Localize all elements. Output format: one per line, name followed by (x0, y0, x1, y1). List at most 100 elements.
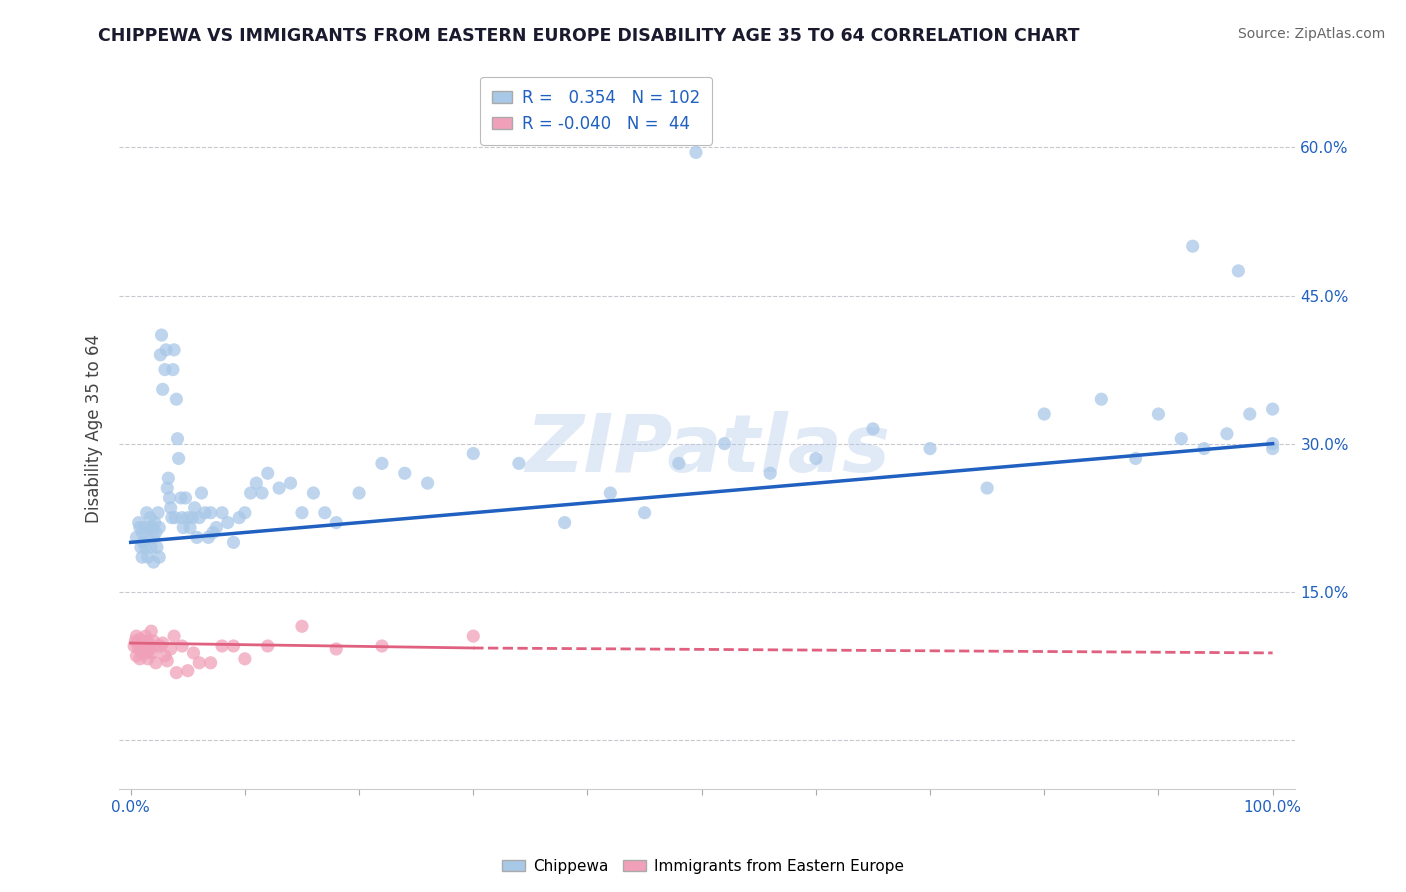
Point (132, 639, 155, 653)
Point (633, 506, 655, 520)
Point (148, 520, 170, 534)
Point (172, 510, 194, 524)
Point (160, 510, 183, 524)
Point (139, 642, 162, 657)
Point (156, 481, 179, 495)
Point (256, 467, 278, 481)
Point (918, 442, 941, 456)
Point (183, 646, 205, 660)
Point (131, 646, 153, 660)
Point (1125, 451, 1147, 466)
Point (163, 629, 186, 643)
Point (181, 510, 204, 524)
Point (201, 525, 224, 540)
Point (136, 550, 159, 565)
Point (132, 535, 155, 549)
Point (129, 541, 152, 555)
Point (142, 555, 165, 569)
Point (128, 516, 150, 530)
Point (463, 629, 485, 643)
Point (128, 520, 150, 534)
Point (152, 636, 174, 650)
Point (1216, 426, 1239, 441)
Point (136, 634, 159, 648)
Point (142, 634, 165, 648)
Text: Source: ZipAtlas.com: Source: ZipAtlas.com (1237, 27, 1385, 41)
Point (1261, 402, 1284, 417)
Point (280, 476, 302, 491)
Point (170, 491, 193, 505)
Text: ZIPatlas: ZIPatlas (524, 411, 890, 490)
Point (371, 639, 394, 653)
Point (145, 525, 167, 540)
Point (143, 516, 166, 530)
Point (325, 642, 347, 657)
Point (205, 520, 228, 534)
Point (149, 639, 172, 653)
Point (554, 516, 576, 530)
Point (122, 639, 145, 653)
Point (177, 510, 200, 524)
Point (291, 506, 314, 520)
Point (713, 436, 735, 450)
Point (165, 665, 187, 680)
Point (127, 636, 149, 650)
Point (136, 530, 159, 544)
Point (135, 629, 157, 643)
Point (153, 648, 176, 663)
Point (291, 619, 314, 633)
Point (131, 525, 153, 540)
Point (222, 639, 245, 653)
Point (371, 456, 394, 470)
Point (159, 642, 181, 657)
Point (172, 639, 194, 653)
Point (148, 550, 170, 565)
Point (125, 629, 148, 643)
Point (159, 491, 181, 505)
Point (150, 328, 173, 343)
Point (599, 486, 621, 500)
Point (228, 510, 250, 524)
Point (124, 634, 146, 648)
Point (1170, 432, 1192, 446)
Y-axis label: Disability Age 35 to 64: Disability Age 35 to 64 (86, 334, 103, 524)
Point (976, 481, 998, 495)
Point (157, 471, 180, 485)
Point (188, 656, 211, 670)
Point (302, 486, 325, 500)
Point (135, 506, 157, 520)
Legend: R =   0.354   N = 102, R = -0.040   N =  44: R = 0.354 N = 102, R = -0.040 N = 44 (481, 77, 711, 145)
Point (167, 451, 190, 466)
Point (162, 362, 184, 376)
Point (141, 520, 163, 534)
Point (508, 456, 530, 470)
Point (134, 520, 156, 534)
Point (200, 656, 222, 670)
Point (183, 500, 205, 515)
Point (128, 632, 150, 646)
Point (186, 530, 208, 544)
Point (690, 130, 713, 145)
Point (211, 506, 233, 520)
Point (138, 520, 160, 534)
Point (685, 145, 707, 160)
Point (1261, 436, 1284, 450)
Text: CHIPPEWA VS IMMIGRANTS FROM EASTERN EUROPE DISABILITY AGE 35 TO 64 CORRELATION C: CHIPPEWA VS IMMIGRANTS FROM EASTERN EURO… (98, 27, 1080, 45)
Point (136, 652, 159, 666)
Point (239, 486, 262, 500)
Point (1261, 442, 1284, 456)
Point (804, 451, 827, 466)
Point (146, 506, 169, 520)
Point (217, 516, 239, 530)
Point (269, 481, 291, 495)
Point (211, 639, 233, 653)
Point (325, 516, 347, 530)
Point (1181, 239, 1204, 253)
Point (131, 550, 153, 565)
Point (256, 639, 278, 653)
Point (190, 486, 212, 500)
Point (166, 432, 188, 446)
Point (153, 362, 176, 376)
Point (233, 652, 256, 666)
Point (128, 642, 150, 657)
